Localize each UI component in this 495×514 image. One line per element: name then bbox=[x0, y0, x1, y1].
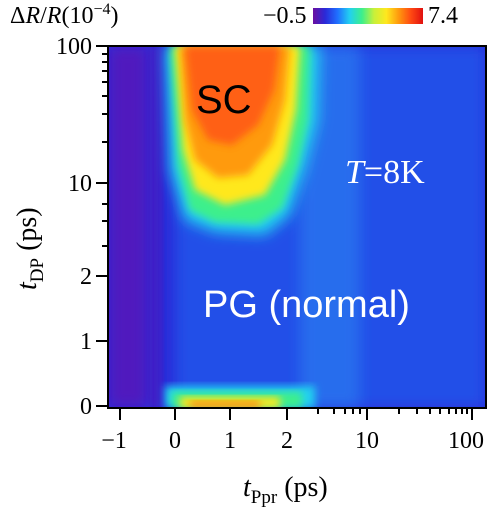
temperature-annotation: T=8K bbox=[345, 154, 425, 191]
colorbar bbox=[313, 8, 423, 24]
y-tick-labels: 100 10 2 1 0 bbox=[56, 34, 92, 420]
sc-annotation: SC bbox=[196, 78, 252, 122]
y-tick-label: 10 bbox=[68, 171, 92, 197]
x-tick-label: 1 bbox=[224, 428, 236, 454]
pg-annotation: PG (normal) bbox=[203, 284, 410, 326]
x-tick-label: 10 bbox=[355, 428, 379, 454]
y-tick-label: 1 bbox=[80, 329, 92, 355]
x-tick-labels: −1 0 1 2 10 100 bbox=[101, 428, 484, 454]
x-tick-label: 100 bbox=[448, 428, 484, 454]
x-axis bbox=[119, 408, 473, 420]
sc-red-orange bbox=[185, 46, 280, 145]
x-axis-label: tPpr (ps) bbox=[243, 472, 328, 508]
mid-dark-strip bbox=[150, 46, 162, 408]
plot-frame bbox=[107, 45, 487, 409]
x-tick-label: −1 bbox=[101, 428, 127, 454]
band-orange bbox=[190, 401, 260, 408]
colorbar-min-label: −0.5 bbox=[263, 3, 307, 29]
x-tick-label: 2 bbox=[281, 428, 293, 454]
left-dark-strip bbox=[108, 46, 148, 408]
colorbar-max-label: 7.4 bbox=[428, 3, 458, 29]
x-tick-label: 0 bbox=[169, 428, 181, 454]
y-axis bbox=[96, 45, 108, 407]
y-tick-label: 0 bbox=[80, 394, 92, 420]
y-tick-label: 2 bbox=[80, 264, 92, 290]
y-tick-label: 100 bbox=[56, 34, 92, 60]
y-axis-label: tDP (ps) bbox=[12, 207, 48, 290]
colorbar-label: ΔR/R(10−4) bbox=[10, 1, 118, 29]
heatmap-field bbox=[108, 46, 486, 408]
